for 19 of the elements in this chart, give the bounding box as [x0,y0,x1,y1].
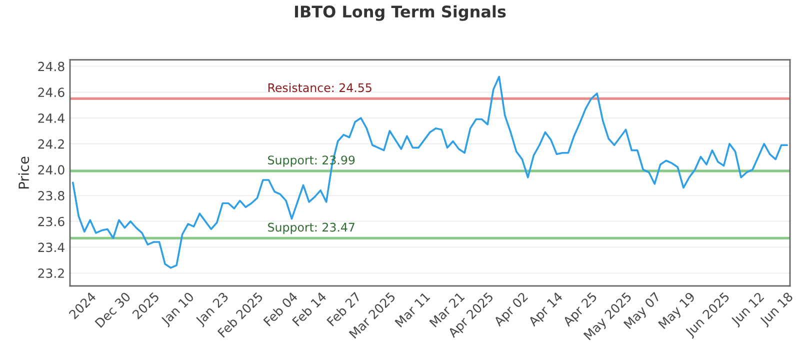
y-tick-label: 23.8 [38,190,64,200]
x-tick-label: Apr 14 [528,292,565,329]
y-tick-label: 24.4 [38,113,64,123]
line-series [72,76,788,269]
y-tick-label: 23.4 [38,242,64,252]
y-tick-label: 24.8 [38,62,64,72]
ref-line-label: Resistance: 24.55 [268,83,372,92]
y-tick-label: 24.0 [38,165,64,175]
y-tick-label: 24.2 [38,139,64,149]
y-tick-label: 23.2 [38,268,64,278]
x-tick-label: Apr 02 [493,292,530,329]
x-tick-label: Mar 11 [394,292,430,328]
y-tick-label: 23.6 [38,216,64,226]
x-tick-label: Dec 30 [94,292,131,328]
y-axis-title: Price [18,156,30,188]
x-tick-label: Jan 10 [160,292,196,328]
y-tick-label: 24.6 [38,88,64,98]
ref-line-label: Support: 23.47 [268,222,354,234]
chart-title: IBTO Long Term Signals [295,5,506,21]
